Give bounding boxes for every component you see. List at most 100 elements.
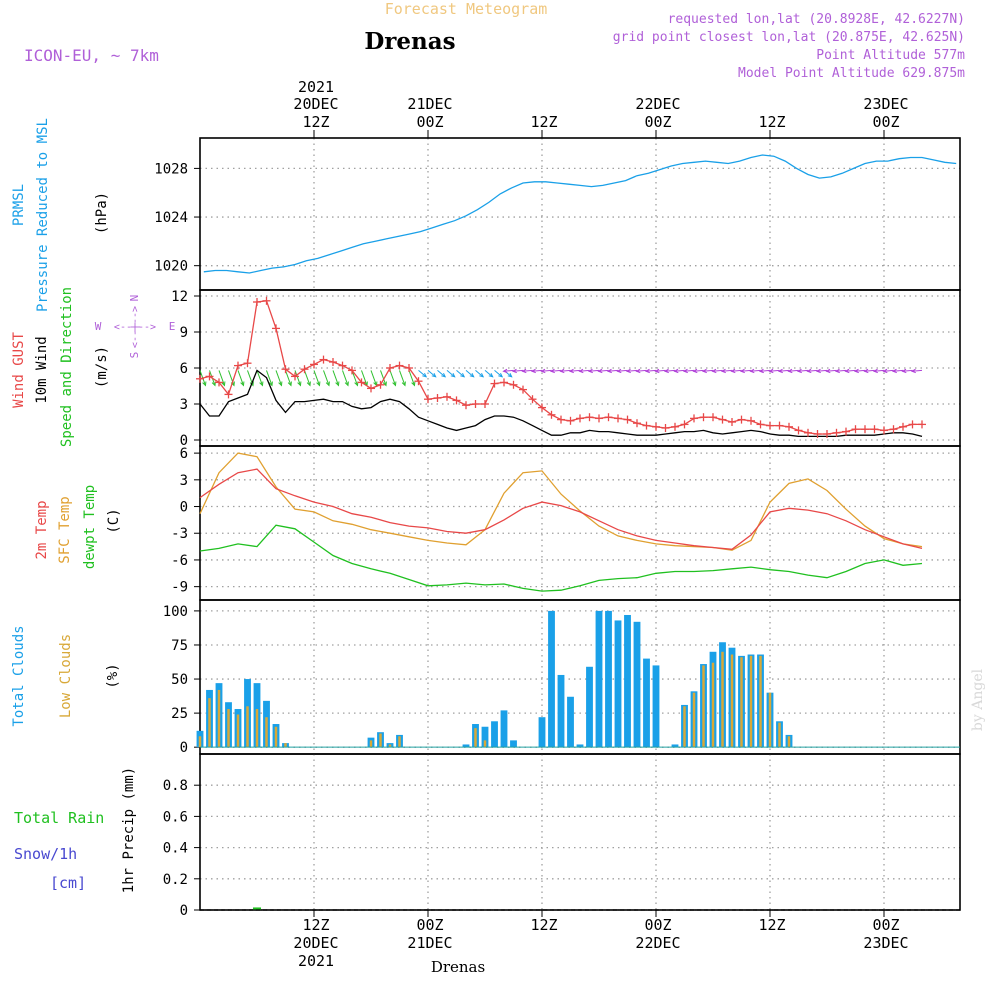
wind-direction-arrow <box>389 370 397 387</box>
gust-point <box>718 415 727 424</box>
info-point-altitude: Point Altitude 577m <box>816 48 965 63</box>
y-tick-label: 0.6 <box>163 809 188 825</box>
wind-arrow-shaft <box>712 369 723 372</box>
wind-direction-arrow <box>720 368 733 374</box>
pressure-labels: PRMSL Pressure Reduced to MSL (hPa) <box>11 118 110 312</box>
wind-arrow-head <box>460 372 466 378</box>
wind-direction-arrow <box>511 368 524 374</box>
wind-arrow-head <box>259 381 264 387</box>
gust-point <box>376 380 385 389</box>
wind-direction-arrow <box>559 368 571 374</box>
bottom-time-label: 12Z <box>758 916 785 934</box>
y-tick-label: 0.2 <box>163 872 188 888</box>
gust-point <box>367 384 375 393</box>
gust-point <box>747 416 755 425</box>
wind-direction-arrow <box>266 370 273 387</box>
wind-direction-arrow <box>863 368 875 374</box>
wind-arrow-head <box>720 368 726 374</box>
wind-arrow-shaft <box>456 370 465 378</box>
gust-point <box>357 378 366 387</box>
temperature-panel: -9 -6 -3 0 3 6 <box>171 445 961 601</box>
y-tick-label: 25 <box>171 706 188 722</box>
bottom-time-label: 22DEC <box>635 934 680 952</box>
wind-direction-arrow <box>625 368 638 374</box>
wind-direction-arrow <box>787 368 799 374</box>
y-tick-label: 75 <box>171 638 188 654</box>
pressure-line <box>203 154 957 274</box>
wind-direction-arrow <box>587 368 600 374</box>
wind-direction-arrow <box>351 370 359 387</box>
wind-arrow-head <box>530 368 536 374</box>
wind-arrow-shaft <box>541 369 552 372</box>
gust-point <box>756 420 765 429</box>
wind-direction-arrow <box>844 368 856 374</box>
wind-arrow-shaft <box>550 369 562 372</box>
wind-arrow-shaft <box>294 370 301 386</box>
gust-point <box>804 428 812 437</box>
y-tick-label: 0.4 <box>163 841 188 857</box>
wind-arrow-head <box>488 372 494 378</box>
sfc-temp-line <box>199 452 923 551</box>
compass-w: W <box>95 320 102 333</box>
pressure-panel: 1020 1024 1028 <box>154 137 961 291</box>
low-cloud-bar <box>749 655 753 748</box>
wind-arrow-shaft <box>911 369 923 372</box>
wind-arrow-head <box>325 381 330 387</box>
total-clouds-label: Total Clouds <box>11 625 27 726</box>
wind-arrow-head <box>221 381 226 387</box>
gust-point <box>585 413 594 422</box>
gust-point <box>528 395 537 404</box>
wind-arrow-head <box>401 381 406 387</box>
gust-point <box>490 379 499 388</box>
wind-direction-arrow <box>796 368 809 374</box>
gust-point <box>481 400 489 408</box>
gust-point <box>291 372 299 381</box>
wind-arrow-shaft <box>266 370 273 386</box>
total-cloud-bar <box>500 710 508 748</box>
gust-point <box>576 414 584 423</box>
y-tick-label: 1020 <box>154 259 188 275</box>
gust-point <box>386 364 394 372</box>
gust-point <box>462 401 470 410</box>
wind-direction-arrow <box>521 368 533 374</box>
percent-label: (%) <box>105 663 121 688</box>
low-cloud-bar <box>787 736 791 748</box>
clouds-panel: 0 25 50 75 100 <box>163 599 961 756</box>
compass-rose: N S W E <--|--> <--|--> <box>95 295 176 359</box>
compass-arrows-v: <--|--> <box>130 306 141 348</box>
wind-gust-label: Wind GUST <box>11 332 27 408</box>
wind-arrow-shaft <box>313 370 320 386</box>
top-time-label: 12Z <box>302 113 329 131</box>
wind-arrow-head <box>635 368 641 374</box>
y-tick-label: 0 <box>180 903 188 919</box>
wind-arrow-head <box>568 368 574 374</box>
gust-point <box>604 413 613 422</box>
gust-point <box>908 420 917 429</box>
wind-direction-arrow <box>815 368 828 374</box>
wind-arrow-shaft <box>864 369 875 372</box>
wind-arrow-head <box>202 381 207 387</box>
wind-arrow-head <box>587 368 593 374</box>
wind-direction-arrow <box>465 370 475 378</box>
watermark: by Angel <box>970 668 986 731</box>
y-tick-label: 100 <box>163 604 188 620</box>
wind-arrow-head <box>853 368 859 374</box>
compass-s: S <box>128 352 141 359</box>
gust-point <box>918 420 926 429</box>
wind-direction-arrow <box>578 368 590 374</box>
wind-direction-arrow <box>399 370 406 387</box>
ms-label: (m/s) <box>94 346 110 388</box>
gust-point <box>775 421 784 430</box>
pressure-msl-label: Pressure Reduced to MSL <box>35 118 51 312</box>
bottom-time-label: 00Z <box>872 916 899 934</box>
hpa-label: (hPa) <box>94 192 110 234</box>
total-cloud-bar <box>671 744 679 748</box>
wind-arrow-shaft <box>598 369 609 372</box>
wind-direction-arrow <box>673 368 685 374</box>
temp-2m-label: 2m Temp <box>34 500 50 559</box>
wind-arrow-head <box>240 381 245 387</box>
wind-direction-arrow <box>882 368 894 374</box>
wind-direction-arrow <box>218 370 226 387</box>
